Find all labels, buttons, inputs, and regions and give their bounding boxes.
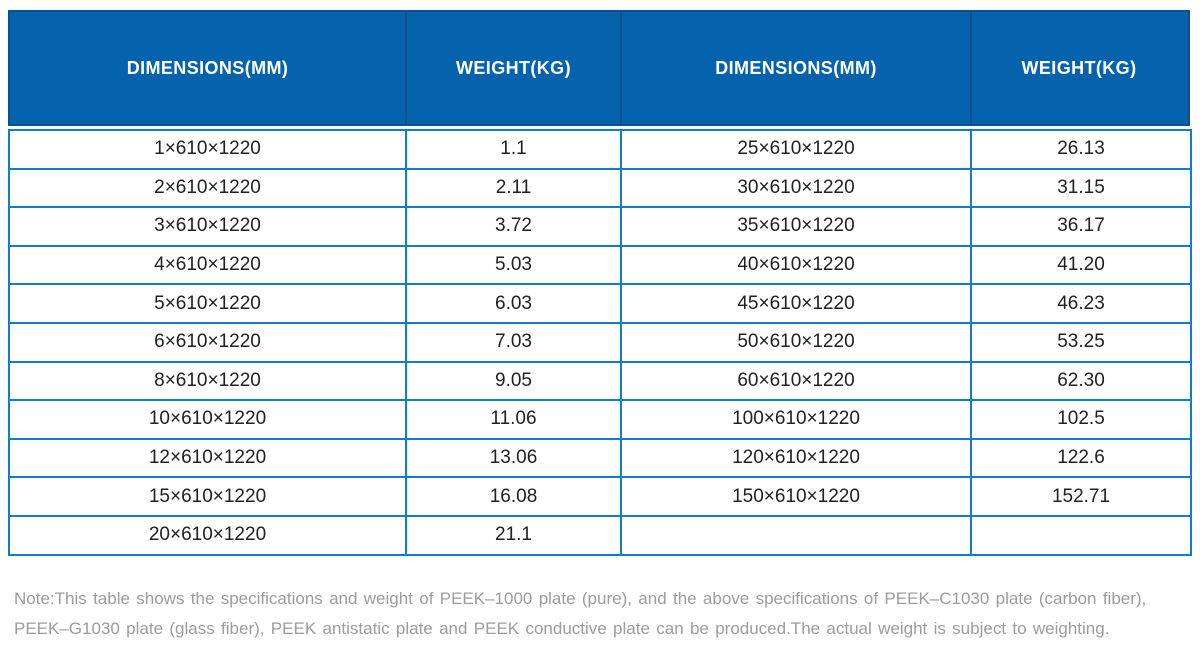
note-line-2: PEEK–G1030 plate (glass fiber), PEEK ant… bbox=[14, 618, 1110, 638]
dimensions-cell: 8×610×1220 bbox=[8, 360, 407, 402]
weight-cell: 3.72 bbox=[405, 206, 622, 247]
table-row: 8×610×1220 9.05 60×610×1220 62.30 bbox=[8, 360, 1192, 402]
spec-table-body: 1×610×1220 1.1 25×610×1220 26.13 2×610×1220 2… bbox=[8, 129, 1192, 556]
weight-cell: 5.03 bbox=[405, 244, 622, 286]
spec-table-body-grid: 1×610×1220 1.1 25×610×1220 26.13 2×610×1220 2… bbox=[8, 129, 1192, 556]
dimensions-cell bbox=[620, 514, 972, 556]
dimensions-cell: 25×610×1220 bbox=[620, 129, 972, 170]
table-row: 4×610×1220 5.03 40×610×1220 41.20 bbox=[8, 244, 1192, 286]
dimensions-cell: 12×610×1220 bbox=[8, 437, 407, 479]
weight-cell: 102.5 bbox=[970, 399, 1192, 440]
header-cell-weight-left: WEIGHT(KG) bbox=[405, 12, 620, 124]
weight-cell: 11.06 bbox=[405, 399, 622, 440]
dimensions-cell: 45×610×1220 bbox=[620, 283, 972, 324]
weight-cell: 36.17 bbox=[970, 206, 1192, 247]
weight-cell: 2.11 bbox=[405, 167, 622, 209]
dimensions-cell: 60×610×1220 bbox=[620, 360, 972, 402]
weight-cell: 46.23 bbox=[970, 283, 1192, 324]
dimensions-cell: 5×610×1220 bbox=[8, 283, 407, 324]
dimensions-cell: 30×610×1220 bbox=[620, 167, 972, 209]
table-row: 2×610×1220 2.11 30×610×1220 31.15 bbox=[8, 167, 1192, 209]
table-row: 3×610×1220 3.72 35×610×1220 36.17 bbox=[8, 206, 1192, 247]
weight-cell: 7.03 bbox=[405, 321, 622, 363]
spec-table: DIMENSIONS(MM) WEIGHT(KG) DIMENSIONS(MM)… bbox=[8, 10, 1192, 556]
header-cell-dimensions-right: DIMENSIONS(MM) bbox=[620, 12, 970, 124]
note-text: Note:This table shows the specifications… bbox=[14, 584, 1194, 643]
dimensions-cell: 1×610×1220 bbox=[8, 129, 407, 170]
weight-cell: 53.25 bbox=[970, 321, 1192, 363]
table-row: 10×610×1220 11.06 100×610×1220 102.5 bbox=[8, 399, 1192, 440]
dimensions-cell: 35×610×1220 bbox=[620, 206, 972, 247]
weight-cell: 152.71 bbox=[970, 476, 1192, 517]
header-cell-weight-right: WEIGHT(KG) bbox=[970, 12, 1186, 124]
header-cell-dimensions-left: DIMENSIONS(MM) bbox=[126, 57, 289, 78]
weight-cell: 62.30 bbox=[970, 360, 1192, 402]
weight-cell: 31.15 bbox=[970, 167, 1192, 209]
table-row: 1×610×1220 1.1 25×610×1220 26.13 bbox=[8, 129, 1192, 170]
weight-cell: 1.1 bbox=[405, 129, 622, 170]
dimensions-cell: 10×610×1220 bbox=[8, 399, 407, 440]
dimensions-cell: 120×610×1220 bbox=[620, 437, 972, 479]
dimensions-cell: 100×610×1220 bbox=[620, 399, 972, 440]
weight-cell: 13.06 bbox=[405, 437, 622, 479]
note-line-1: Note:This table shows the specifications… bbox=[14, 589, 1147, 608]
dimensions-cell: 150×610×1220 bbox=[620, 476, 972, 517]
weight-cell: 6.03 bbox=[405, 283, 622, 324]
table-row: 6×610×1220 7.03 50×610×1220 53.25 bbox=[8, 321, 1192, 363]
spec-table-header-row: DIMENSIONS(MM) WEIGHT(KG) DIMENSIONS(MM)… bbox=[8, 10, 1190, 126]
table-row: 5×610×1220 6.03 45×610×1220 46.23 bbox=[8, 283, 1192, 324]
dimensions-cell: 3×610×1220 bbox=[8, 206, 407, 247]
weight-cell: 41.20 bbox=[970, 244, 1192, 286]
dimensions-cell: 40×610×1220 bbox=[620, 244, 972, 286]
table-row: 12×610×1220 13.06 120×610×1220 122.6 bbox=[8, 437, 1192, 479]
weight-cell: 9.05 bbox=[405, 360, 622, 402]
dimensions-cell: 50×610×1220 bbox=[620, 321, 972, 363]
weight-cell bbox=[970, 514, 1192, 556]
weight-cell: 21.1 bbox=[405, 514, 622, 556]
dimensions-cell: 6×610×1220 bbox=[8, 321, 407, 363]
weight-cell: 122.6 bbox=[970, 437, 1192, 479]
dimensions-cell: 4×610×1220 bbox=[8, 244, 407, 286]
weight-cell: 26.13 bbox=[970, 129, 1192, 170]
table-row: 15×610×1220 16.08 150×610×1220 152.71 bbox=[8, 476, 1192, 517]
weight-cell: 16.08 bbox=[405, 476, 622, 517]
dimensions-cell: 15×610×1220 bbox=[8, 476, 407, 517]
table-row: 20×610×1220 21.1 bbox=[8, 514, 1192, 556]
dimensions-cell: 20×610×1220 bbox=[8, 514, 407, 556]
dimensions-cell: 2×610×1220 bbox=[8, 167, 407, 209]
